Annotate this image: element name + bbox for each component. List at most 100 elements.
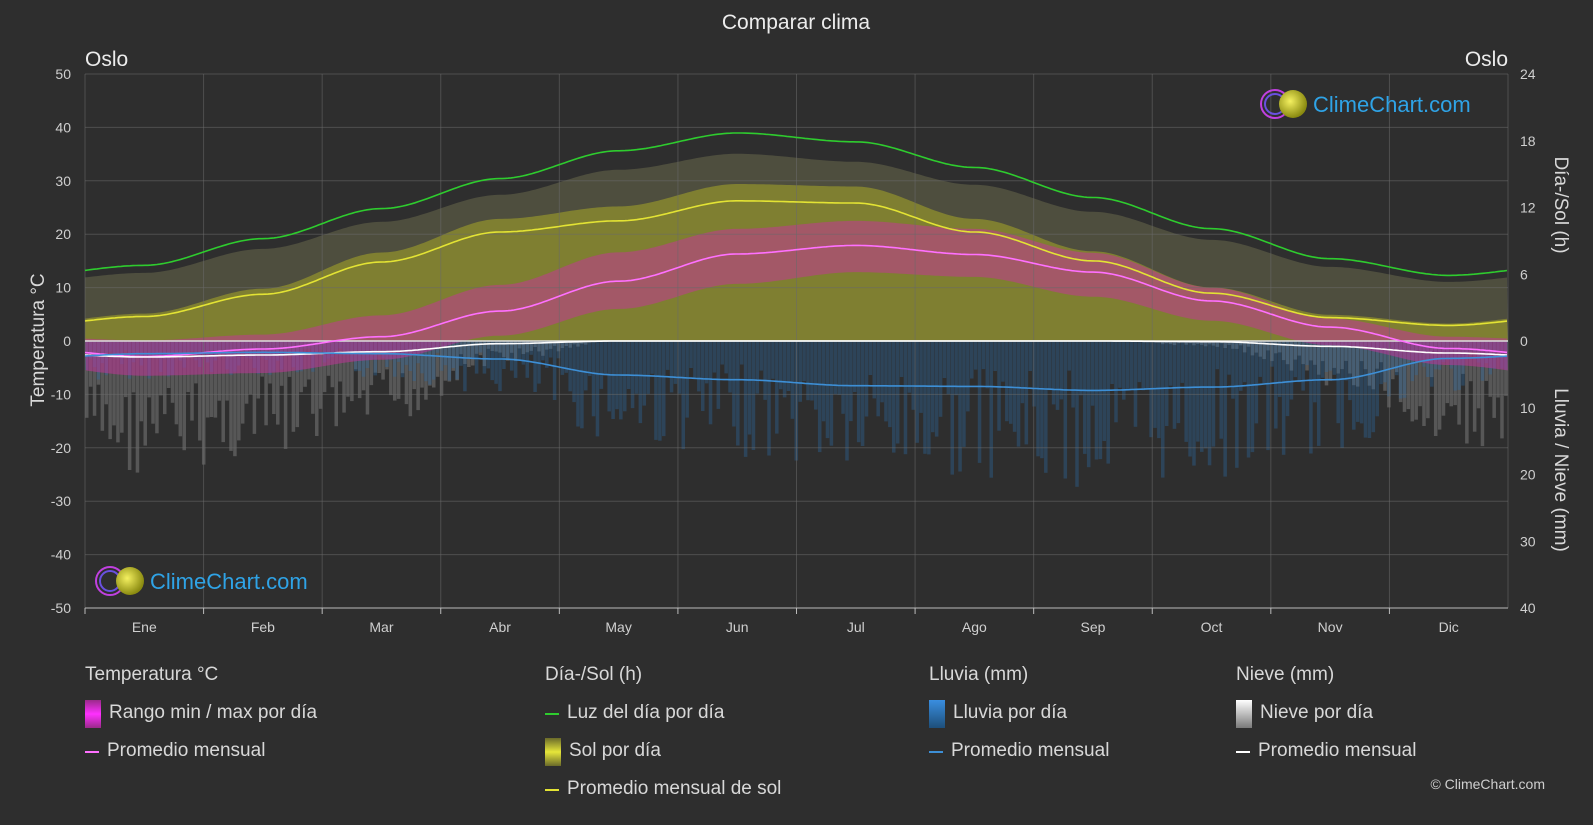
snow-day-bar [1437,341,1442,430]
y-right-sun-tick-label: 12 [1520,200,1536,216]
snow-day-bar [1391,341,1395,380]
rain-day-bar [1008,341,1013,424]
snow-day-bar [322,341,327,393]
snow-day-bar [1375,341,1379,369]
snow-day-bar [494,341,498,352]
snow-avg-swatch [1236,751,1250,753]
rain-day-bar [1075,341,1079,487]
rain-day-bar [743,341,748,457]
rain-day-bar [817,341,822,453]
rain-day-bar [486,341,491,369]
rain-day-bar [1129,341,1134,390]
rain-day-bar [541,341,545,361]
rain-day-bar [802,341,806,381]
rain-day-bar [431,341,436,380]
snow-day-bar [213,341,218,418]
y-axis-left-label: Temperatura °C [28,273,49,406]
legend-temp-avg: Promedio mensual [85,740,317,778]
rain-day-bar [1079,341,1083,396]
rain-day-bar [716,341,721,409]
snow-day-bar [424,341,428,400]
rain-day-bar [1262,341,1266,384]
rain_monthly-line [84,351,1508,392]
snow-day-bar [1161,341,1165,345]
rain-day-bar [1254,341,1259,424]
rain-day-bar [1036,341,1040,457]
rain-day-bar [494,341,498,384]
snow-day-bar [283,341,288,449]
rain-day-bar [755,341,760,394]
rain-day-bar [1090,341,1095,406]
snow-day-bar [1184,341,1188,345]
snow-day-bar [1254,341,1259,353]
copyright: © ClimeChart.com [1430,776,1545,792]
snow-day-bar [365,341,370,415]
rain-day-bar [1332,341,1337,375]
legend-sun-header: Día-/Sol (h) [545,664,643,685]
rain-day-bar [969,341,974,379]
rain-day-bar [1457,341,1461,390]
snow-day-bar [1363,341,1368,370]
y-right-precip-tick-label: 30 [1520,533,1536,549]
snow-day-bar [1305,341,1309,371]
snow-day-bar [455,341,459,381]
rain-day-bar [720,341,724,365]
snow-day-bar [1355,341,1360,387]
snow-day-bar [486,341,491,349]
rain-day-bar [1020,341,1025,404]
rain-day-bar [552,341,557,400]
watermark-bottom: ClimeChart.com [95,566,308,596]
snow-day-bar [1227,341,1231,345]
rain-day-bar [880,341,884,403]
rain-day-bar [662,341,666,437]
snow-day-bar [1426,341,1430,419]
rain-day-bar [825,341,830,439]
rain-day-bar [1359,341,1364,424]
snow-day-bar [1476,341,1481,409]
rain-day-bar [482,341,487,374]
snow-day-bar [315,341,319,436]
y-left-tick-label: -40 [51,547,71,563]
rain-day-bar [576,341,580,427]
rain-day-bar [1305,341,1309,365]
rain-day-bar [599,341,604,389]
snow-day-bar [1441,341,1446,416]
rain-day-bar [447,341,452,381]
snow-day-bar [392,341,397,401]
snow-day-bar [85,341,89,418]
x-tick-label: Jul [847,619,865,635]
rain-day-bar [1028,341,1032,371]
y-axis-right-bottom-label: Lluvia / Nieve (mm) [1550,388,1571,552]
rain-day-bar [736,341,740,446]
rain-day-bar [548,341,553,358]
snow-day-bar [404,341,409,405]
rain-day-bar [420,341,424,374]
snow-day-bar [1203,341,1208,347]
rain-day-bar [1012,341,1017,432]
snow-day-bar [92,341,97,416]
rain-day-bar [1242,341,1247,383]
y-left-tick-label: -30 [51,493,71,509]
rain-day-bar [689,341,693,368]
rain-day-bar [650,341,654,374]
rain-day-bar [782,341,787,398]
rain-day-bar [607,341,611,412]
snow-day-bar [529,341,533,351]
location-left: Oslo [85,48,128,71]
rain-day-bar [989,341,993,478]
rain-day-bar [584,341,588,391]
snow-day-bar [120,341,124,433]
rain-day-bar [728,341,732,393]
rain-day-bar [533,341,537,392]
y-right-sun-tick-label: 0 [1520,333,1528,349]
rain-day-bar [860,341,865,446]
rain-day-bar [685,341,689,418]
rain-day-bar [1137,341,1142,383]
snow-daily-swatch [1236,700,1252,728]
x-tick-label: Jun [726,619,749,635]
rain-day-bar [1040,341,1044,459]
snow-day-bar [1488,341,1493,397]
sun-avg-swatch [545,789,559,791]
snow-day-bar [350,341,354,402]
snow-day-bar [318,341,323,409]
